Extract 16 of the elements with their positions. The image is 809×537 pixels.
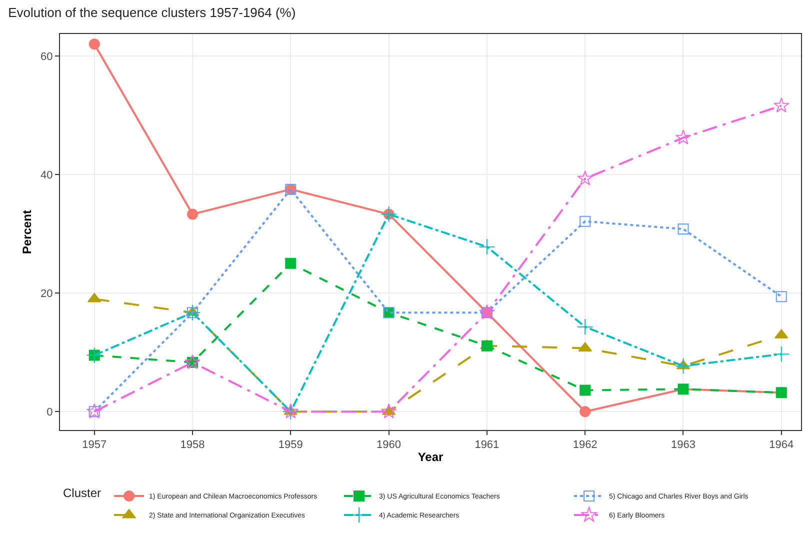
- x-tick-label: 1959: [278, 439, 303, 452]
- y-axis-title: Percent: [20, 210, 34, 254]
- x-tick-label: 1964: [769, 439, 794, 452]
- y-tick-label: 40: [40, 169, 53, 182]
- y-tick-label: 20: [40, 288, 53, 300]
- x-tick-label: 1962: [572, 439, 598, 452]
- y-tick-label: 60: [40, 50, 53, 63]
- x-axis-title: Year: [418, 450, 444, 464]
- x-tick-label: 1961: [474, 439, 500, 452]
- chart-title: Evolution of the sequence clusters 1957-1964 (%): [8, 5, 296, 20]
- x-tick-label: 1960: [376, 439, 402, 452]
- x-tick-label: 1963: [670, 439, 696, 452]
- x-tick-label: 1958: [180, 439, 205, 452]
- y-tick-label: 0: [46, 406, 53, 418]
- legend-title: Cluster: [63, 486, 102, 500]
- x-tick-label: 1957: [82, 439, 107, 452]
